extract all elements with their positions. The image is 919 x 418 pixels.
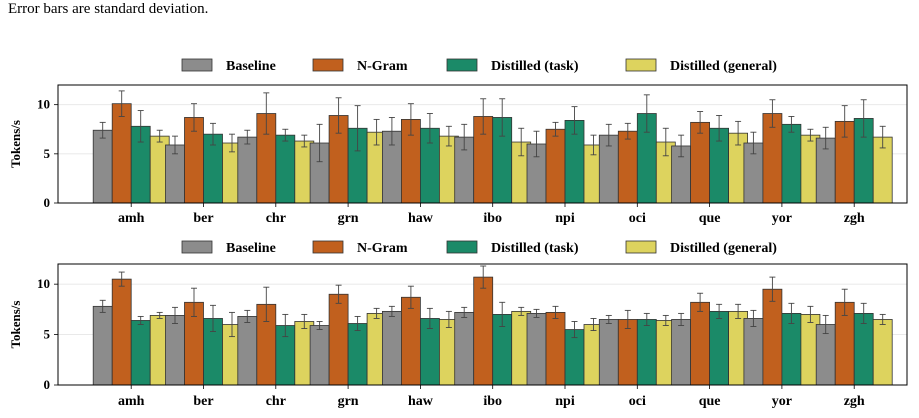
bar-oci-distilled-task-: [636, 319, 657, 386]
bar-npi-n-gram: [545, 128, 566, 204]
bar-chr-baseline: [237, 316, 258, 386]
x-tick-label: grn: [338, 211, 359, 226]
bar-chr-distilled-task-: [275, 134, 296, 204]
legend-swatch-distilled-task-: [446, 240, 478, 254]
x-tick-label: haw: [408, 394, 434, 409]
legend-swatch-n-gram: [312, 58, 344, 72]
x-tick-label: yor: [772, 394, 792, 409]
y-tick-label: 5: [44, 146, 51, 161]
legend-swatch-baseline: [181, 58, 213, 72]
x-tick-label: ibo: [483, 211, 502, 226]
x-tick-label: que: [699, 211, 721, 226]
chart-panel-top: Baseline N-Gram Distilled (task) Distilled …: [8, 58, 908, 226]
bar-yor-distilled-task-: [781, 123, 802, 204]
legend-label: N-Gram: [357, 59, 408, 74]
x-tick-label: haw: [408, 211, 434, 226]
legend-label: Baseline: [226, 241, 276, 256]
plot-frame: [57, 84, 908, 204]
bar-amh-baseline: [92, 305, 113, 386]
bar-grn-n-gram: [328, 293, 349, 386]
bar-ibo-baseline: [454, 311, 475, 386]
bar-amh-distilled-task-: [130, 320, 151, 386]
bar-oci-baseline: [598, 319, 619, 386]
bar-yor-distilled-task-: [781, 313, 802, 386]
legend-label: Baseline: [226, 59, 276, 74]
x-tick-label: chr: [266, 394, 286, 409]
figure-caption: Error bars are standard deviation.: [8, 1, 209, 17]
y-axis-label: Tokens/s: [8, 120, 23, 168]
legend-label: Distilled (general): [670, 59, 777, 74]
bar-yor-baseline: [743, 318, 764, 386]
legend-swatch-n-gram: [312, 240, 344, 254]
bar-que-baseline: [671, 319, 691, 386]
legend-label: N-Gram: [357, 241, 408, 256]
x-tick-label: amh: [118, 394, 145, 409]
x-tick-label: grn: [338, 394, 359, 409]
x-tick-label: ber: [193, 211, 213, 226]
legend-swatch-distilled-general-: [625, 58, 657, 72]
bar-zgh-distilled-general-: [872, 319, 893, 386]
chart-panel-bottom: Baseline N-Gram Distilled (task) Distilled …: [8, 240, 908, 409]
bar-oci-n-gram: [617, 130, 638, 204]
x-tick-label: oci: [629, 394, 646, 409]
y-tick-label: 0: [44, 377, 51, 392]
x-tick-label: amh: [118, 211, 145, 226]
legend-label: Distilled (task): [491, 241, 579, 256]
bar-amh-n-gram: [111, 103, 132, 204]
bar-que-n-gram: [690, 301, 710, 386]
bar-haw-n-gram: [400, 296, 421, 386]
bar-zgh-distilled-task-: [853, 313, 874, 386]
x-tick-label: zgh: [844, 394, 865, 409]
legend-swatch-distilled-general-: [625, 240, 657, 254]
x-tick-label: que: [699, 394, 721, 409]
bar-chr-baseline: [237, 136, 258, 204]
x-tick-label: npi: [555, 211, 575, 226]
y-tick-label: 0: [44, 195, 51, 210]
x-tick-label: zgh: [844, 211, 865, 226]
bar-que-distilled-task-: [709, 310, 729, 386]
legend-swatch-distilled-task-: [446, 58, 478, 72]
plot-frame: [57, 263, 908, 386]
bar-amh-n-gram: [111, 278, 132, 386]
legend-label: Distilled (general): [670, 241, 777, 256]
bar-ibo-n-gram: [473, 276, 494, 386]
legend-label: Distilled (task): [491, 59, 579, 74]
x-tick-label: oci: [629, 211, 646, 226]
x-tick-label: yor: [772, 211, 792, 226]
bar-ber-baseline: [165, 315, 185, 386]
y-tick-label: 10: [37, 97, 50, 112]
bar-yor-n-gram: [762, 288, 783, 386]
bar-oci-n-gram: [617, 319, 638, 386]
y-tick-label: 5: [44, 327, 51, 342]
y-tick-label: 10: [37, 276, 50, 291]
bar-npi-n-gram: [545, 311, 566, 386]
bar-que-n-gram: [690, 121, 710, 204]
x-tick-label: npi: [555, 394, 575, 409]
y-axis-label: Tokens/s: [8, 301, 23, 349]
x-tick-label: ber: [193, 394, 213, 409]
bar-grn-distilled-task-: [347, 323, 368, 386]
x-tick-label: chr: [266, 211, 286, 226]
bar-npi-baseline: [526, 313, 547, 386]
bar-haw-baseline: [381, 310, 402, 386]
legend-swatch-baseline: [181, 240, 213, 254]
bar-amh-baseline: [92, 129, 113, 204]
bar-grn-baseline: [309, 325, 330, 386]
x-tick-label: ibo: [483, 394, 502, 409]
